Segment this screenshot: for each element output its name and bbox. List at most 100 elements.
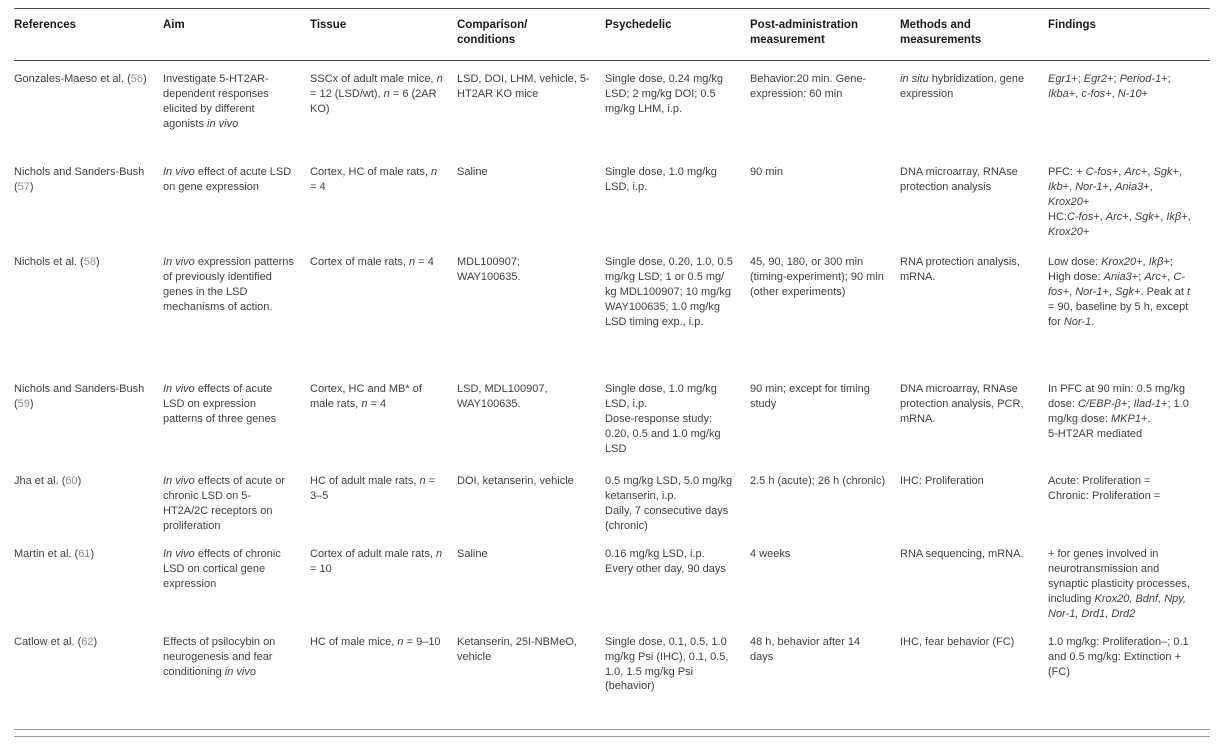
cell-references: Nichols and Sanders-Bush (59)	[14, 382, 145, 410]
italic-term: C-fos	[1085, 165, 1112, 178]
italic-term: n	[409, 255, 416, 268]
table-bottom-rules	[14, 728, 1210, 737]
italic-term: Arc	[1144, 270, 1161, 283]
italic-term: C/EBP-β	[1077, 397, 1121, 410]
cell-aim: In vivo expression patterns of previousl…	[163, 255, 294, 313]
cell-psychedelic: Single dose, 1.0 mg/kg LSD, i.p. Dose-re…	[605, 382, 721, 455]
cell-aim: Investigate 5-HT2AR-dependent responses …	[163, 73, 269, 131]
table-row: Nichols et al. (58) In vivo expression pa…	[14, 244, 1210, 371]
citation-number[interactable]: 60	[65, 474, 78, 487]
column-header-comparison-conditions: Comparison/ conditions	[457, 7, 605, 62]
column-header-tissue: Tissue	[310, 7, 457, 62]
studies-table-wrapper: References Aim Tissue Comparison/ condit…	[14, 7, 1210, 737]
italic-term: Ilad-1	[1133, 397, 1162, 410]
cell-tissue: SSCx of adult male mice, n = 12 (LSD/wt)…	[310, 73, 443, 116]
cell-references: Nichols et al. (58)	[14, 255, 100, 268]
italic-term: Ikβ	[1166, 210, 1182, 223]
cell-findings: Acute: Proliferation = Chronic: Prolifer…	[1048, 474, 1161, 502]
table-row: Jha et al. (60) In vivo effects of acute …	[14, 463, 1210, 536]
cell-aim: In vivo effect of acute LSD on gene expr…	[163, 165, 292, 193]
italic-term: Sgk	[1153, 165, 1173, 178]
cell-methods-and-measurements: in situ hybridization, gene expression	[900, 73, 1025, 101]
table-row: Catlow et al. (62) Effects of psilocybin …	[14, 624, 1210, 720]
table-body: Gonzales-Maeso et al. (56) Investigate 5-…	[14, 61, 1210, 720]
citation-number[interactable]: 58	[83, 255, 96, 268]
cell-post-administration-measurement: 4 weeks	[750, 547, 791, 560]
cell-post-administration-measurement: 90 min; except for timing study	[750, 382, 870, 410]
column-header-aim: Aim	[163, 7, 310, 62]
cell-psychedelic: 0.5 mg/kg LSD, 5.0 mg/kg ketanserin, i.p…	[605, 474, 733, 532]
italic-term: MKP1	[1110, 412, 1141, 425]
italic-term: c-fos	[1081, 88, 1106, 101]
cell-tissue: Cortex of adult male rats, n = 10	[310, 547, 443, 575]
italic-term: Ania3	[1115, 180, 1144, 193]
cell-post-administration-measurement: 2.5 h (acute); 26 h (chronic)	[750, 474, 886, 487]
citation-number[interactable]: 57	[17, 180, 30, 193]
italic-term: Nor-1	[1075, 285, 1103, 298]
cell-references: Martin et al. (61)	[14, 547, 95, 560]
cell-tissue: Cortex of male rats, n = 4	[310, 255, 434, 268]
table-row: Nichols and Sanders-Bush (57) In vivo eff…	[14, 154, 1210, 244]
italic-term: n	[431, 165, 438, 178]
italic-term: Nor-1	[1075, 180, 1103, 193]
cell-tissue: Cortex, HC of male rats, n = 4	[310, 165, 438, 193]
cell-methods-and-measurements: DNA microarray, RNAse protection analysi…	[900, 382, 1024, 425]
italic-term: Sgk	[1134, 210, 1154, 223]
italic-term: Krox20	[1048, 225, 1083, 238]
cell-comparison-conditions: Saline	[457, 547, 488, 560]
cell-psychedelic: Single dose, 1.0 mg/kg LSD, i.p.	[605, 165, 717, 193]
cell-comparison-conditions: LSD, DOI, LHM, vehicle, 5-HT2AR KO mice	[457, 73, 590, 101]
italic-term: Sgk	[1115, 285, 1135, 298]
cell-findings: PFC: + C-fos+, Arc+, Sgk+, Ikb+, Nor-1+,…	[1048, 165, 1191, 238]
italic-term: Krox20, Bdnf, Npy, Nor-1, Drd1, Drd2	[1048, 592, 1186, 620]
header-row: References Aim Tissue Comparison/ condit…	[14, 7, 1210, 62]
column-header-methods-and-measurements: Methods and measurements	[900, 7, 1048, 62]
italic-term: in vivo	[224, 665, 256, 678]
italic-term: Krox20	[1048, 195, 1083, 208]
cell-methods-and-measurements: RNA protection analysis, mRNA.	[900, 255, 1020, 283]
cell-psychedelic: Single dose, 0.24 mg/kg LSD; 2 mg/kg DOI…	[605, 73, 724, 116]
table-row: Gonzales-Maeso et al. (56) Investigate 5-…	[14, 61, 1210, 154]
italic-term: in situ	[900, 73, 929, 86]
italic-term: Krox20	[1101, 255, 1137, 268]
cell-aim: In vivo effects of acute or chronic LSD …	[163, 474, 286, 532]
citation-number[interactable]: 61	[78, 547, 91, 560]
italic-term: C-fos	[1048, 270, 1185, 298]
table-row: Nichols and Sanders-Bush (59) In vivo eff…	[14, 371, 1210, 463]
cell-methods-and-measurements: DNA microarray, RNAse protection analysi…	[900, 165, 1018, 193]
column-header-post-administration-measurement: Post-administration measurement	[750, 7, 900, 62]
cell-findings: In PFC at 90 min: 0.5 mg/kg dose: C/EBP-…	[1048, 382, 1189, 440]
italic-term: Period-1	[1119, 73, 1162, 86]
cell-post-administration-measurement: 90 min	[750, 165, 784, 178]
italic-term: n	[383, 88, 390, 101]
cell-tissue: HC of adult male rats, n = 3–5	[310, 474, 436, 502]
cell-post-administration-measurement: 45, 90, 180, or 300 min (timing-experime…	[750, 255, 884, 298]
italic-term: Egr1	[1048, 73, 1072, 86]
italic-term: Ikba	[1048, 88, 1069, 101]
citation-number[interactable]: 62	[81, 635, 94, 648]
cell-references: Nichols and Sanders-Bush (57)	[14, 165, 145, 193]
cell-tissue: HC of male mice, n = 9–10	[310, 635, 441, 648]
cell-comparison-conditions: DOI, ketanserin, vehicle	[457, 474, 574, 487]
italic-term: In vivo	[163, 474, 195, 487]
cell-aim: In vivo effects of chronic LSD on cortic…	[163, 547, 281, 590]
bottom-rule-divider	[14, 728, 1210, 730]
italic-term: n	[397, 635, 404, 648]
cell-findings: + for genes involved in neurotransmissio…	[1048, 547, 1190, 620]
column-header-references: References	[14, 7, 163, 62]
italic-term: t	[1186, 285, 1191, 298]
italic-term: n	[435, 547, 443, 560]
italic-term: Ikβ	[1148, 255, 1164, 268]
cell-findings: Low dose: Krox20+, Ikβ+; High dose: Ania…	[1048, 255, 1191, 328]
italic-term: n	[361, 397, 368, 410]
italic-term: n	[436, 73, 443, 86]
citation-number[interactable]: 59	[17, 397, 30, 410]
italic-term: Arc	[1105, 210, 1123, 223]
citation-number[interactable]: 56	[130, 73, 144, 86]
cell-psychedelic: 0.16 mg/kg LSD, i.p. Every other day, 90…	[605, 547, 726, 575]
bottom-rule-divider	[14, 735, 1210, 737]
studies-table: References Aim Tissue Comparison/ condit…	[14, 7, 1210, 720]
cell-psychedelic: Single dose, 0.1, 0.5, 1.0 mg/kg Psi (IH…	[605, 635, 729, 693]
cell-psychedelic: Single dose, 0.20, 1.0, 0.5 mg/kg LSD; 1…	[605, 255, 733, 328]
cell-findings: Egr1+; Egr2+; Period-1+; Ikba+, c-fos+, …	[1048, 73, 1171, 101]
